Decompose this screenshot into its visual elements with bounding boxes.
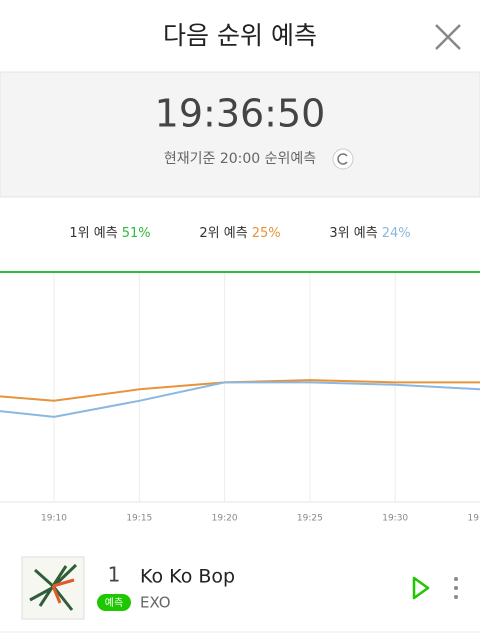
x-tick-label: 19:35 — [468, 514, 480, 524]
badge — [97, 594, 131, 611]
album-art — [21, 556, 85, 620]
legend: 1위 예측 51% 2위 예측 25% 3위 예측 24% — [69, 226, 410, 241]
x-tick-label: 19:25 — [297, 514, 323, 524]
song-title: Ko Ko Bop — [140, 566, 235, 588]
x-tick-label: 19:20 — [212, 514, 238, 524]
legend-item: 3위 예측 24% — [329, 226, 410, 241]
header-title: 다음 순위 예측 — [163, 21, 317, 50]
clock-time: 19:36:50 — [155, 92, 326, 136]
clock-caption: 현재기준 20:00 순위예측 — [164, 151, 316, 167]
song-rank: 1 — [108, 563, 121, 587]
legend-percent: 51% — [122, 226, 151, 241]
refresh-button[interactable] — [332, 148, 354, 170]
clock-panel — [0, 71, 480, 198]
legend-label: 2위 예측 — [199, 226, 247, 241]
plot: 19:10 19:15 19:20 19:25 19:30 19:35 — [0, 271, 480, 524]
legend-label: 1위 예측 — [69, 226, 117, 241]
legend-percent: 25% — [252, 226, 281, 241]
header — [0, 0, 480, 72]
legend-label: 3위 예측 — [329, 226, 377, 241]
song-artist: EXO — [140, 594, 171, 612]
legend-percent: 24% — [382, 226, 411, 241]
badge-text: 예측 — [105, 597, 123, 609]
legend-item: 2위 예측 25% — [199, 226, 280, 241]
close-button[interactable] — [435, 24, 461, 50]
x-tick-label: 19:30 — [382, 514, 408, 524]
play-button[interactable] — [412, 576, 430, 600]
series-line — [0, 381, 480, 418]
legend-item: 1위 예측 51% — [69, 226, 150, 241]
x-tick-label: 19:15 — [126, 514, 152, 524]
x-tick-label: 19:10 — [41, 514, 67, 524]
more-button[interactable] — [454, 577, 458, 599]
